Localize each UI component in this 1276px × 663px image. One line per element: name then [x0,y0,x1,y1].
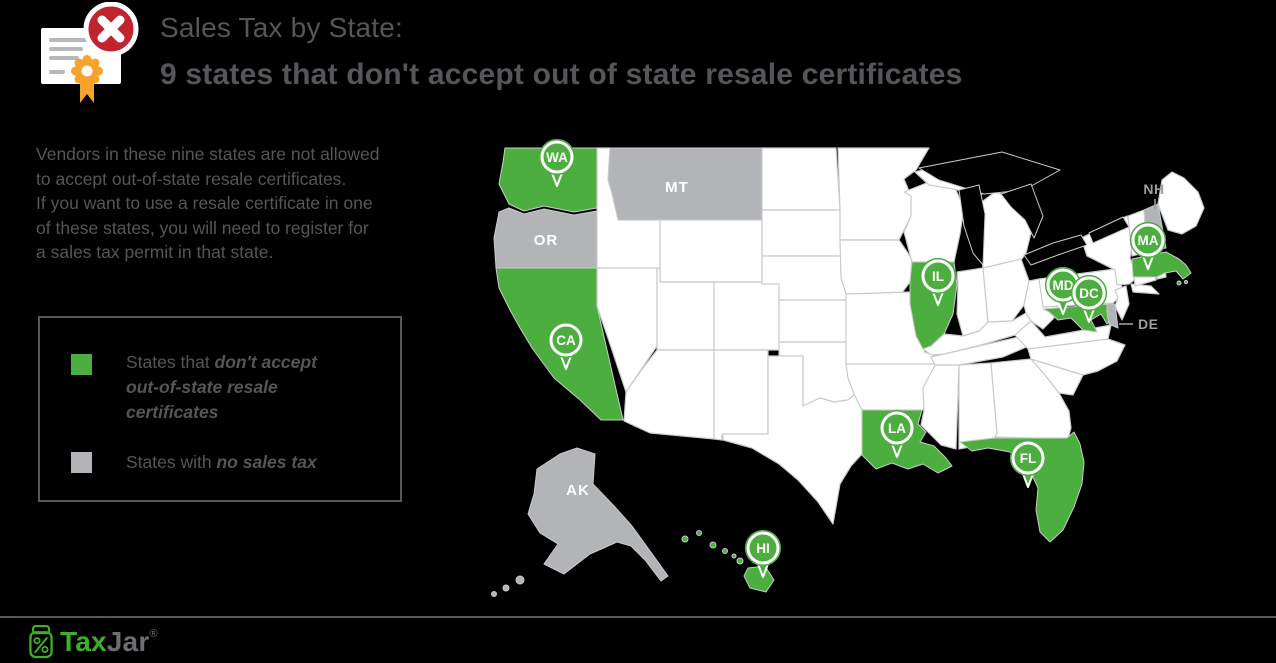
legend-swatch-gray [71,452,92,473]
map-pin-il: IL [919,257,957,306]
state-nd [761,147,841,211]
taxjar-wordmark: TaxJar® [60,626,158,658]
map-pin-wa: WA [538,138,576,187]
pin-label-wa: WA [546,150,568,165]
pin-label-ma: MA [1138,233,1159,248]
jar-percent-icon [29,625,53,659]
aleutian-island [515,575,525,585]
legend: States that don't accept out-of-state re… [38,316,402,502]
callout-label-nh: NH [1143,181,1164,197]
title-line-1: Sales Tax by State: [160,12,403,43]
lake-huron [1000,183,1044,239]
state-oh [982,258,1030,323]
state-wi [903,181,965,263]
state-nc [1027,338,1126,376]
lake-erie [1023,234,1088,266]
state-hi [681,530,775,593]
state-or [493,207,598,269]
pin-label-il: IL [932,269,944,284]
certificate-denied-icon [41,2,139,103]
map-pin-hi: HI [744,529,782,578]
state-de [1106,303,1119,329]
brand-jar: Jar [106,626,150,657]
state-me [1157,171,1205,235]
state-label-ak: AK [566,482,590,499]
state-sd [761,209,844,257]
pin-label-hi: HI [756,541,770,556]
aleutian-island [502,584,510,592]
map-callouts-layer: NH DE [1119,181,1164,332]
legend-line: States that don't accept [126,352,317,372]
state-nm [713,349,769,441]
lake-ontario [1088,216,1130,244]
intro-line: to accept out-of-state resale certificat… [36,168,347,189]
ma-island [1176,280,1182,286]
map-labels-layer: MT OR AK [534,179,689,499]
legend-line: States with no sales tax [126,452,317,472]
map-pins-layer: WA CA IL LA FL HI MA MD DC [538,138,1167,578]
aleutian-island [491,591,497,597]
title-line-2: 9 states that don't accept out of state … [160,58,963,91]
state-ak [527,447,669,582]
pin-label-fl: FL [1020,451,1037,466]
state-ar [845,363,936,411]
legend-line: out-of-state resale [126,377,278,397]
state-label-mt: MT [665,179,689,196]
state-tx [722,355,863,525]
intro-line: Vendors in these nine states are not all… [36,144,380,164]
pin-label-md: MD [1053,278,1074,293]
ma-island [1183,279,1189,285]
ribbon-rosette-icon [71,55,103,103]
us-map: MT OR AK NH DE WA CA IL LA FL HI MA MD DC [491,138,1205,597]
lake-michigan [958,184,986,266]
intro-paragraph: Vendors in these nine states are not all… [36,142,456,265]
state-wy [659,219,763,283]
map-pin-ma: MA [1129,221,1167,270]
pin-label-la: LA [888,421,906,436]
map-pin-fl: FL [1009,439,1047,488]
state-ms [920,364,960,450]
denied-x-badge-icon [83,2,139,57]
pin-label-ca: CA [556,333,576,348]
legend-line: certificates [126,402,219,422]
page-title: Sales Tax by State: 9 states that don't … [160,12,963,92]
long-island [1130,283,1160,295]
intro-line: a sales tax permit in that state. [36,242,274,263]
state-nj [1114,285,1130,321]
legend-swatch-green [71,354,92,375]
map-pin-la: LA [878,409,916,458]
intro-line: If you want to use a resale certificate … [36,193,373,214]
state-label-or: OR [534,232,559,249]
intro-line: of these states, you will need to regist… [36,217,369,238]
pin-label-dc: DC [1079,286,1099,301]
taxjar-logo: TaxJar® [26,624,158,660]
brand-tax: Tax [60,626,107,657]
map-pin-dc: DC [1070,274,1108,323]
state-fl [959,431,1085,543]
state-ia [839,239,913,295]
footer-divider [0,616,1276,618]
registered-mark: ® [149,628,158,640]
states-layer [491,147,1205,597]
map-pin-ca: CA [547,321,585,370]
callout-label-de: DE [1138,316,1158,332]
